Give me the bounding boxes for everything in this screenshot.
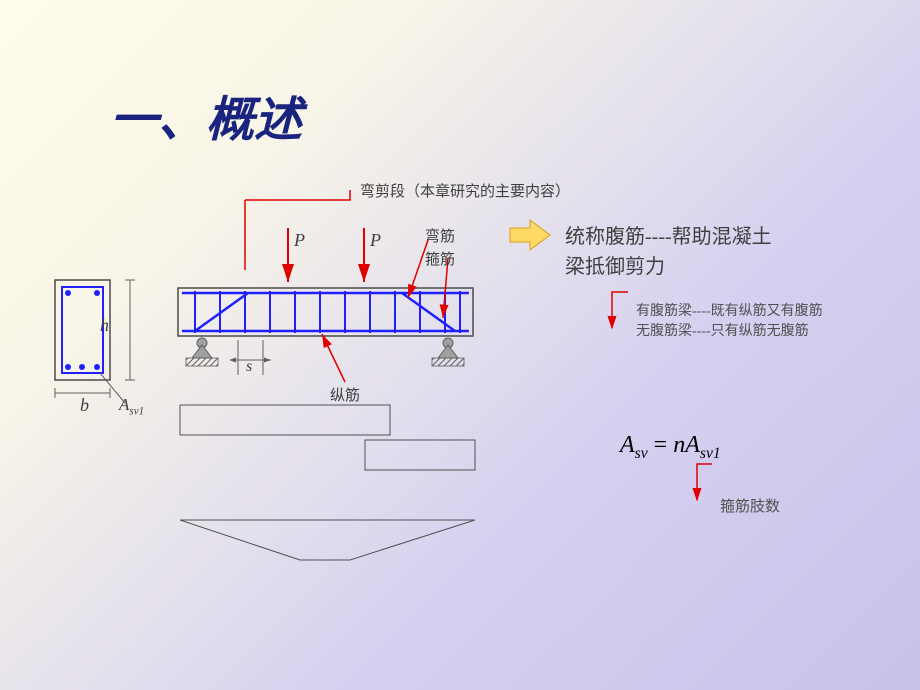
beam-elevation: [178, 288, 473, 375]
cross-section: [55, 280, 135, 403]
longitudinal-label: 纵筋: [330, 384, 360, 405]
asv1-label: Asv1: [119, 395, 144, 417]
stirrup-legs-label: 箍筋肢数: [720, 495, 780, 516]
main-text-1: 统称腹筋----帮助混凝土: [565, 220, 772, 249]
formula: Asv = nAsv1: [620, 432, 721, 463]
load-p2-label: P: [370, 230, 381, 251]
moment-diagram: [180, 405, 475, 470]
yellow-arrow-icon: [510, 220, 550, 250]
note-2: 无腹筋梁----只有纵筋无腹筋: [636, 320, 809, 340]
main-text-2: 梁抵御剪力: [565, 250, 665, 279]
b-label: b: [80, 395, 89, 416]
bent-bar-label: 弯筋: [425, 225, 455, 246]
shear-diagram: [180, 520, 475, 560]
h-label: h: [100, 315, 109, 336]
s-label: s: [246, 358, 252, 376]
load-p1-label: P: [294, 230, 305, 251]
note-1: 有腹筋梁----既有纵筋又有腹筋: [636, 300, 823, 320]
stirrup-label: 箍筋: [425, 248, 455, 269]
shear-bend-label: 弯剪段（本章研究的主要内容）: [360, 180, 570, 201]
main-diagram: [0, 0, 920, 690]
